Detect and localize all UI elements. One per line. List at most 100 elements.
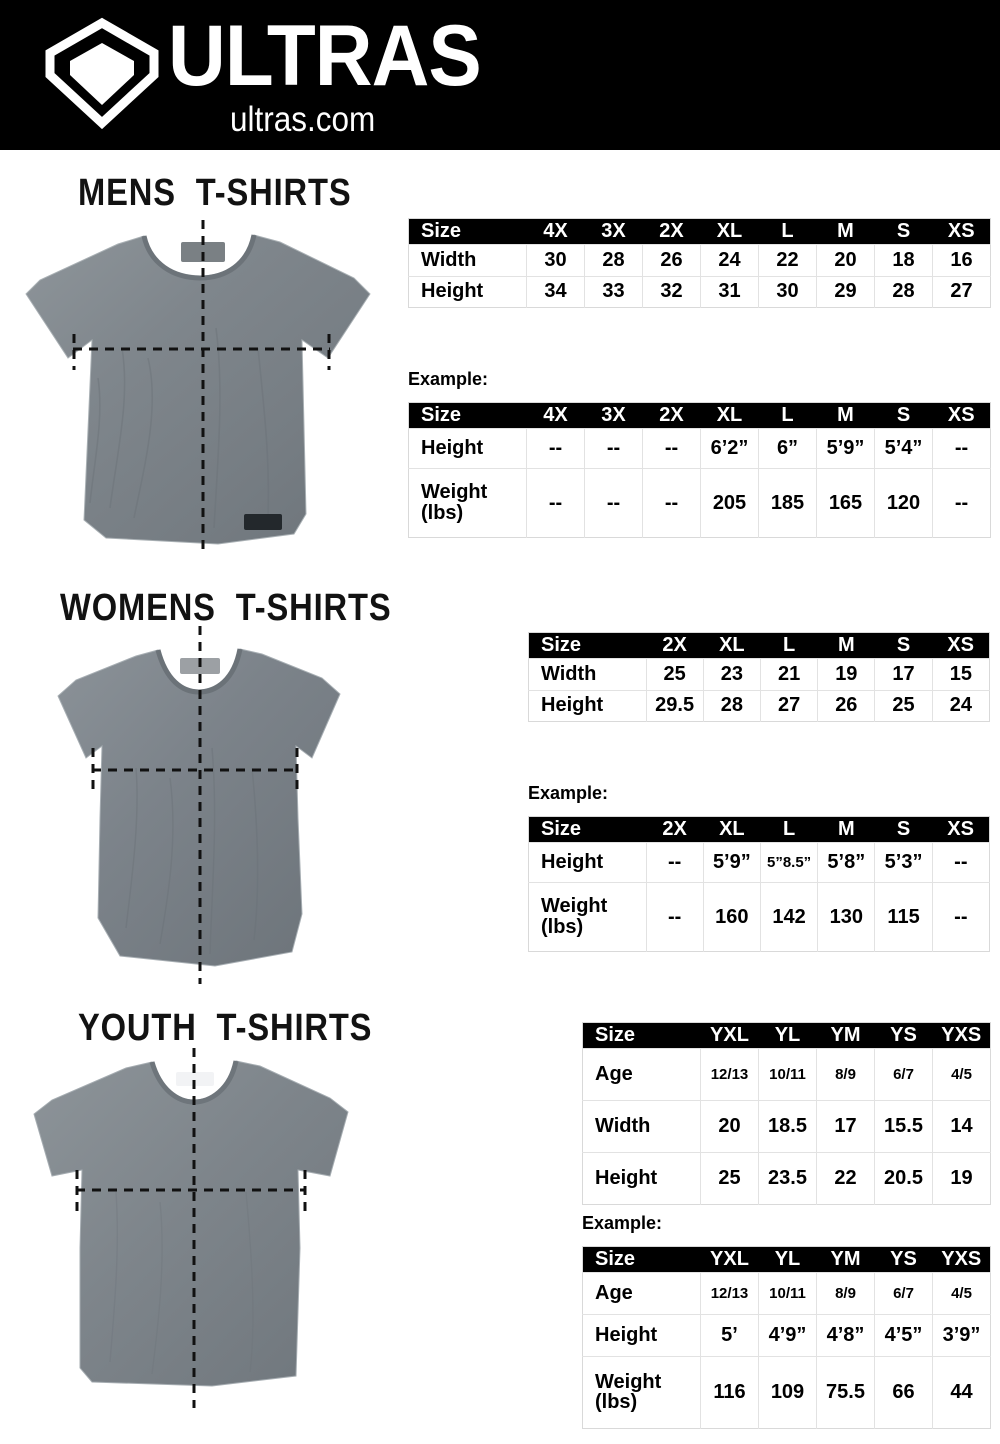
col-header: M <box>816 218 875 245</box>
cell: 30 <box>758 275 817 308</box>
row-label-line2: (lbs) <box>421 502 464 525</box>
cell: 31 <box>700 275 759 308</box>
cell: -- <box>645 882 704 952</box>
cell: 4/5 <box>932 1048 991 1101</box>
cell: 109 <box>758 1355 817 1429</box>
cell: 3’9” <box>932 1313 991 1357</box>
table-header-row: Size 4X 3X 2X XL L M S XS <box>408 218 991 245</box>
womens-size-table: Size 2X XL L M S XS Width 25 23 21 19 17… <box>528 632 990 722</box>
cell: 44 <box>932 1355 991 1429</box>
cell: 20 <box>816 244 875 277</box>
table-row: Width 30 28 26 24 22 20 18 16 <box>408 244 991 277</box>
cell: 6/7 <box>874 1048 933 1101</box>
measure-guides <box>75 1048 307 1408</box>
row-label: Height <box>408 275 527 308</box>
col-header: XL <box>703 632 761 659</box>
table-row: Height -- -- -- 6’2” 6” 5’9” 5’4” -- <box>408 427 991 470</box>
table-header-row: Size 2X XL L M S XS <box>528 632 990 659</box>
mens-example-table: Size 4X 3X 2X XL L M S XS Height -- -- -… <box>408 402 991 538</box>
col-header: Size <box>528 632 646 659</box>
cell: 27 <box>759 689 819 722</box>
measure-guides <box>91 626 299 984</box>
cell: 5’3” <box>874 841 933 884</box>
site-header: ULTRAS ultras.com <box>0 0 1000 150</box>
row-label: Weight (lbs) <box>408 468 527 538</box>
mens-example-label: Example: <box>408 369 489 389</box>
womens-example-label: Example: <box>528 783 609 803</box>
cell: 25 <box>700 1152 759 1205</box>
cell: 33 <box>584 275 643 308</box>
cell: 26 <box>817 689 876 722</box>
cell: 17 <box>816 1100 875 1153</box>
row-label-line2: (lbs) <box>541 916 584 939</box>
youth-example-table: Size YXL YL YM YS YXS Age 12/13 10/11 8/… <box>582 1246 991 1429</box>
col-header: YXL <box>700 1022 759 1049</box>
cell: 23.5 <box>758 1152 817 1205</box>
col-header: S <box>874 816 933 843</box>
cell: 19 <box>817 658 876 691</box>
cell: 34 <box>526 275 585 308</box>
col-header: Size <box>408 402 527 429</box>
row-label-line1: Weight <box>595 1370 662 1393</box>
table-row: Height -- 5’9” 5”8.5” 5’8” 5’3” -- <box>528 841 990 884</box>
col-header: 2X <box>642 218 701 245</box>
cell: 25 <box>645 658 704 691</box>
table-header-row: Size YXL YL YM YS YXS <box>582 1022 991 1049</box>
table-header-row: Size YXL YL YM YS YXS <box>582 1246 991 1273</box>
cell: 66 <box>874 1355 933 1429</box>
cell: -- <box>526 427 585 470</box>
cell: 32 <box>642 275 701 308</box>
brand-domain: ultras.com <box>230 100 376 140</box>
cell: 12/13 <box>700 1272 759 1315</box>
cell: -- <box>642 468 701 538</box>
row-label: Width <box>528 658 647 691</box>
cell: 6’2” <box>700 427 759 470</box>
youth-size-table: Size YXL YL YM YS YXS Age 12/13 10/11 8/… <box>582 1022 991 1205</box>
cell: 5’8” <box>817 841 876 884</box>
col-header: M <box>817 816 875 843</box>
cell: -- <box>932 468 991 538</box>
cell: 30 <box>526 244 585 277</box>
col-header: YXS <box>932 1246 991 1273</box>
row-label: Height <box>582 1152 701 1205</box>
table-header-row: Size 4X 3X 2X XL L M S XS <box>408 402 991 429</box>
cell: 27 <box>932 275 991 308</box>
cell: 29.5 <box>645 689 704 722</box>
col-header: XS <box>932 816 990 843</box>
cell: -- <box>584 468 643 538</box>
col-header: YL <box>758 1022 817 1049</box>
col-header: S <box>874 218 933 245</box>
table-header-row: Size 2X XL L M S XS <box>528 816 990 843</box>
row-label: Width <box>582 1100 701 1153</box>
cell: 23 <box>702 658 761 691</box>
table-row: Age 12/13 10/11 8/9 6/7 4/5 <box>582 1048 991 1101</box>
table-row: Weight (lbs) 116 109 75.5 66 44 <box>582 1355 991 1429</box>
table-row: Weight (lbs) -- 160 142 130 115 -- <box>528 882 990 952</box>
cell: 5’9” <box>702 841 761 884</box>
table-row: Width 20 18.5 17 15.5 14 <box>582 1100 991 1153</box>
youth-example-label: Example: <box>582 1213 663 1233</box>
col-header: 4X <box>526 402 585 429</box>
cell: 165 <box>816 468 875 538</box>
cell: 26 <box>642 244 701 277</box>
cell: 5’4” <box>874 427 933 470</box>
cell: 8/9 <box>816 1048 875 1101</box>
cell: 24 <box>931 689 990 722</box>
col-header: YS <box>874 1246 933 1273</box>
cell: 5’9” <box>816 427 875 470</box>
section-title-mens: MENS T-SHIRTS <box>78 172 352 214</box>
row-label: Weight (lbs) <box>582 1355 701 1429</box>
col-header: XS <box>932 632 990 659</box>
youth-tshirt-photo <box>30 1042 370 1414</box>
col-header: 3X <box>584 218 643 245</box>
col-header: YL <box>758 1246 817 1273</box>
table-row: Weight (lbs) -- -- -- 205 185 165 120 -- <box>408 468 991 538</box>
cell: 18 <box>874 244 933 277</box>
cell: -- <box>932 427 991 470</box>
col-header: 2X <box>646 816 704 843</box>
col-header: YM <box>816 1246 875 1273</box>
row-label-line2: (lbs) <box>595 1391 638 1414</box>
cell: 14 <box>932 1100 991 1153</box>
col-header: YS <box>874 1022 933 1049</box>
